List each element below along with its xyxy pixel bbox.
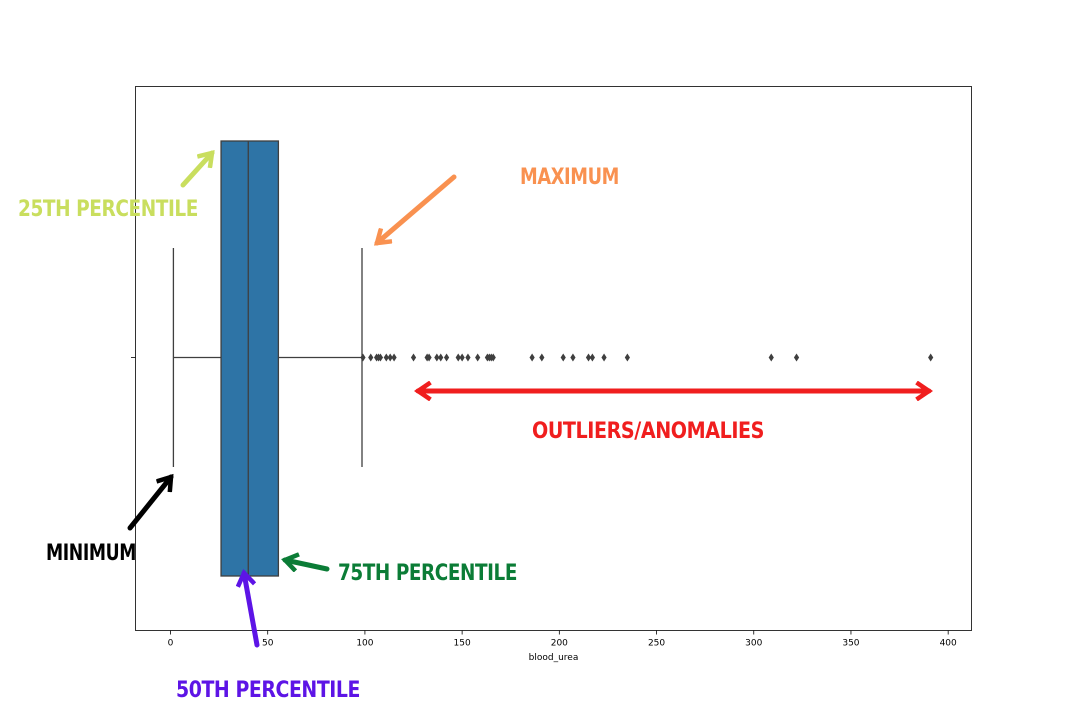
outlier-point — [768, 353, 774, 362]
outliers-annotation: OUTLIERS/ANOMALIES — [532, 419, 764, 444]
outlier-point — [570, 353, 576, 362]
boxplot — [172, 140, 934, 577]
outlier-point — [793, 353, 800, 362]
outlier-point — [387, 353, 393, 362]
outlier-point — [391, 353, 397, 362]
p50-annotation: 50TH PERCENTILE — [176, 678, 360, 703]
outlier-point — [624, 353, 630, 362]
outlier-point — [928, 353, 934, 362]
outlier-point — [368, 353, 374, 362]
outlier-point — [539, 353, 545, 362]
outlier-point — [455, 353, 461, 362]
x-tick-label: 0 — [168, 639, 174, 649]
x-tick-label: 250 — [648, 639, 665, 649]
outlier-points — [360, 353, 934, 362]
x-tick-label: 300 — [745, 639, 762, 649]
x-tick-label: 100 — [356, 639, 373, 649]
outlier-point — [459, 353, 465, 362]
p50-arrow — [244, 573, 260, 648]
outlier-point — [490, 353, 496, 362]
outlier-point — [601, 353, 607, 362]
p75-annotation: 75TH PERCENTILE — [338, 561, 517, 586]
iqr-box — [220, 140, 280, 577]
minimum-annotation: MINIMUM — [46, 541, 136, 566]
x-tick-label: 400 — [940, 639, 957, 649]
outlier-point — [443, 353, 450, 362]
outlier-point — [383, 353, 389, 362]
maximum-annotation: MAXIMUM — [520, 165, 619, 190]
outlier-point — [360, 353, 366, 362]
outlier-point — [377, 353, 384, 362]
outlier-point — [410, 353, 417, 362]
p25-annotation: 25TH PERCENTILE — [18, 197, 198, 222]
outlier-point — [465, 353, 471, 362]
plot-frame — [135, 86, 972, 631]
outlier-point — [426, 353, 432, 362]
outlier-point — [560, 353, 566, 362]
x-axis-label: blood_urea — [529, 653, 579, 663]
x-tick-label: 150 — [454, 639, 471, 649]
outlier-point — [529, 353, 535, 362]
minimum-arrow — [127, 477, 171, 531]
x-axis: 0 50 100 150 200 250 300 350 400 — [168, 630, 957, 649]
x-tick-label: 350 — [842, 639, 859, 649]
outlier-point — [585, 353, 592, 362]
p25-arrow — [180, 153, 212, 188]
p75-arrow — [285, 560, 330, 569]
x-tick-label: 50 — [262, 639, 274, 649]
outlier-point — [438, 353, 444, 362]
x-tick-label: 200 — [551, 639, 568, 649]
outlier-point — [589, 353, 595, 362]
outlier-point — [475, 353, 481, 362]
outlier-point — [434, 353, 440, 362]
maximum-arrow — [377, 174, 457, 243]
